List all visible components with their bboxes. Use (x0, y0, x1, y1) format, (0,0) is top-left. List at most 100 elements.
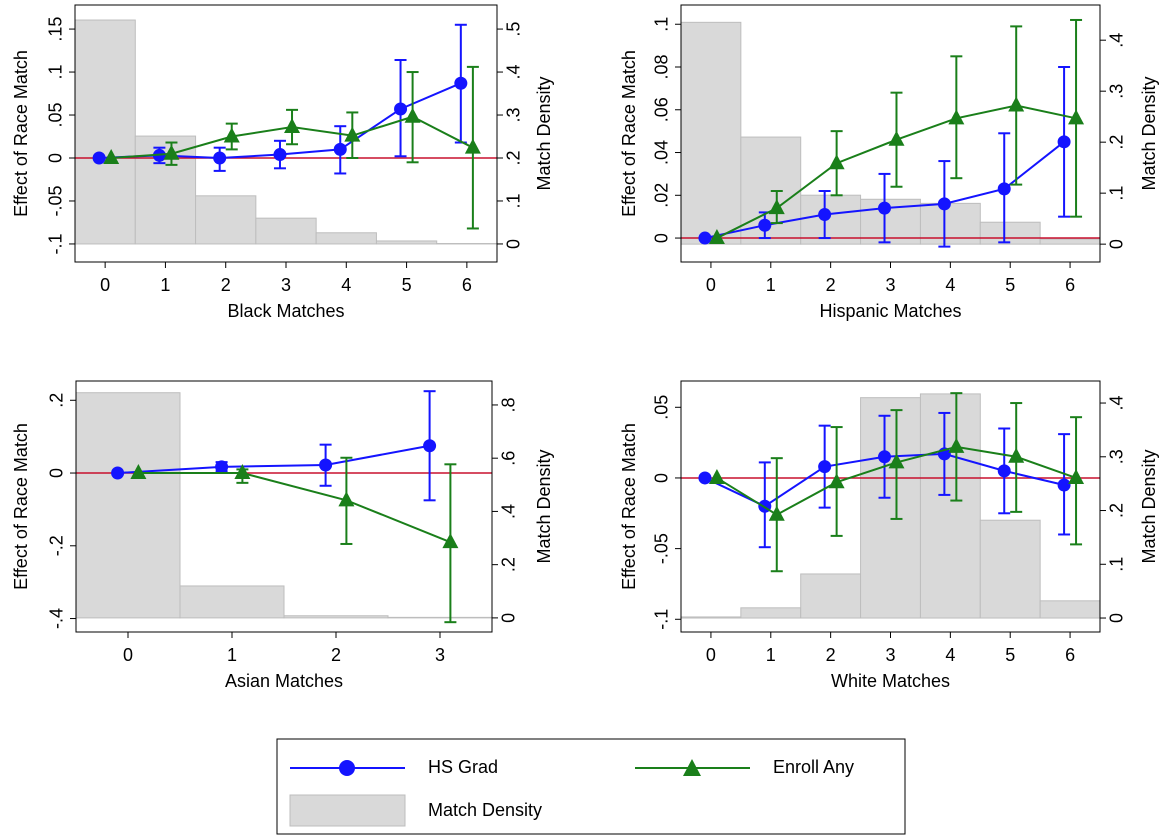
y2-tick-label: .3 (1107, 449, 1127, 464)
y2-tick-label: .4 (1107, 396, 1127, 411)
legend-label: HS Grad (428, 757, 498, 777)
x-tick-label: 2 (331, 645, 341, 665)
y-tick-label: .02 (652, 183, 672, 208)
marker (464, 138, 481, 154)
marker (1008, 447, 1025, 463)
marker (948, 437, 965, 453)
y2-tick-label: .2 (499, 557, 519, 572)
y2-axis-title: Match Density (534, 449, 554, 563)
density-bar (74, 19, 136, 245)
y-tick-label: -.1 (46, 233, 66, 254)
y2-tick-label: 0 (504, 239, 524, 249)
marker (344, 126, 361, 142)
y-tick-label: -.05 (652, 533, 672, 564)
y-axis-title: Effect of Race Match (619, 423, 639, 590)
plot-frame (75, 380, 493, 633)
x-axis-title: Black Matches (227, 301, 344, 321)
y2-tick-label: .3 (504, 108, 524, 123)
x-tick-label: 4 (945, 275, 955, 295)
y-tick-label: -.2 (47, 535, 67, 556)
legend-marker-enroll (683, 759, 701, 776)
y-axis-title: Effect of Race Match (11, 423, 31, 590)
y-tick-label: .15 (46, 17, 66, 42)
marker (213, 151, 227, 165)
density-bar (1039, 238, 1101, 245)
marker (404, 107, 421, 123)
y2-axis-title: Match Density (534, 76, 554, 190)
marker (758, 218, 772, 232)
x-tick-label: 6 (462, 275, 472, 295)
y2-tick-label: .6 (499, 451, 519, 466)
x-tick-label: 0 (706, 645, 716, 665)
y-tick-label: -.4 (47, 608, 67, 629)
y2-tick-label: .5 (504, 22, 524, 37)
y-tick-label: .04 (652, 140, 672, 165)
x-tick-label: 5 (402, 275, 412, 295)
density-bar (979, 221, 1041, 245)
legend-swatch-density (289, 794, 406, 827)
density-bar (979, 519, 1041, 619)
y-tick-label: 0 (652, 233, 672, 243)
y-tick-label: .06 (652, 97, 672, 122)
x-tick-label: 3 (281, 275, 291, 295)
marker (163, 144, 180, 160)
marker (828, 473, 845, 489)
density-bar (375, 240, 438, 245)
x-tick-label: 0 (706, 275, 716, 295)
marker (442, 533, 459, 549)
legend-marker-hs (339, 760, 355, 776)
x-tick-label: 2 (826, 275, 836, 295)
y2-tick-label: 0 (1107, 239, 1127, 249)
marker (768, 505, 785, 521)
x-tick-label: 1 (766, 645, 776, 665)
y-tick-label: .1 (652, 17, 672, 32)
marker (888, 453, 905, 469)
marker (223, 127, 240, 143)
y-tick-label: .08 (652, 54, 672, 79)
y2-tick-label: .4 (499, 504, 519, 519)
x-axis-title: Hispanic Matches (819, 301, 961, 321)
y2-tick-label: .2 (504, 150, 524, 165)
y2-tick-label: .1 (1107, 186, 1127, 201)
marker (888, 130, 905, 146)
marker (818, 460, 832, 474)
density-bar (800, 573, 862, 619)
marker (708, 468, 725, 484)
marker (878, 201, 892, 215)
y2-tick-label: .4 (504, 65, 524, 80)
x-tick-label: 2 (826, 645, 836, 665)
density-bar (680, 616, 742, 619)
x-tick-label: 4 (341, 275, 351, 295)
marker (111, 466, 125, 480)
density-bar (195, 195, 257, 245)
y-tick-label: .2 (47, 393, 67, 408)
x-tick-label: 4 (945, 645, 955, 665)
x-tick-label: 3 (435, 645, 445, 665)
x-tick-label: 3 (885, 645, 895, 665)
y-tick-label: .1 (46, 65, 66, 80)
x-tick-label: 0 (123, 645, 133, 665)
marker (333, 142, 347, 156)
y-tick-label: .05 (652, 395, 672, 420)
marker (1008, 96, 1025, 112)
marker (319, 458, 333, 472)
density-bar (680, 21, 742, 245)
x-tick-label: 0 (100, 275, 110, 295)
y-tick-label: 0 (46, 153, 66, 163)
marker (234, 464, 251, 480)
x-tick-label: 6 (1065, 645, 1075, 665)
y-tick-label: -.05 (46, 185, 66, 216)
y-axis-title: Effect of Race Match (619, 50, 639, 217)
series-line (138, 472, 451, 544)
y2-tick-label: .1 (504, 193, 524, 208)
y-axis-title: Effect of Race Match (11, 50, 31, 217)
x-axis-title: White Matches (831, 671, 950, 691)
marker (997, 182, 1011, 196)
marker (454, 76, 468, 90)
legend-label: Enroll Any (773, 757, 854, 777)
marker (92, 151, 106, 165)
y2-tick-label: .3 (1107, 84, 1127, 99)
marker (215, 460, 229, 474)
x-tick-label: 5 (1005, 645, 1015, 665)
